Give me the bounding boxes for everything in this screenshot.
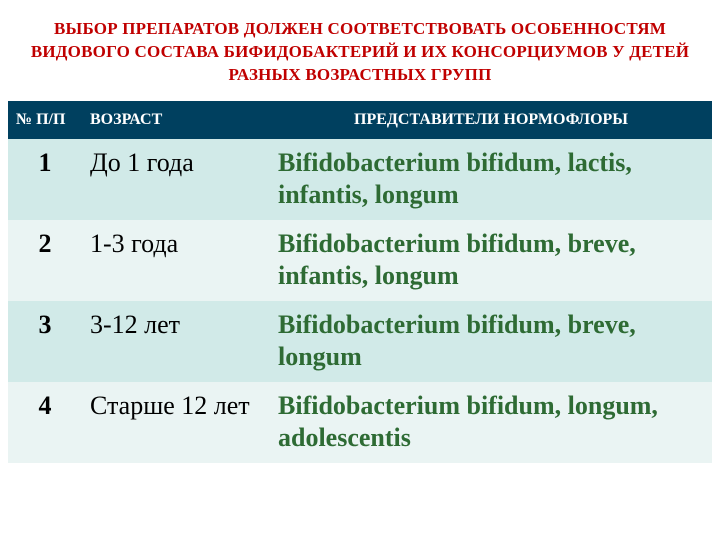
table-row: 1 До 1 года Bifidobacterium bifidum, lac… xyxy=(8,139,712,220)
cell-num: 2 xyxy=(8,220,82,301)
cell-num: 4 xyxy=(8,382,82,463)
slide: ВЫБОР ПРЕПАРАТОВ ДОЛЖЕН СООТВЕТСТВОВАТЬ … xyxy=(0,0,720,540)
cell-age: 1-3 года xyxy=(82,220,270,301)
cell-age: Старше 12 лет xyxy=(82,382,270,463)
th-num: № П/П xyxy=(8,101,82,139)
cell-age: 3-12 лет xyxy=(82,301,270,382)
cell-flora: Bifidobacterium bifidum, lactis, infanti… xyxy=(270,139,712,220)
table-row: 4 Старше 12 лет Bifidobacterium bifidum,… xyxy=(8,382,712,463)
table-header-row: № П/П ВОЗРАСТ ПРЕДСТАВИТЕЛИ НОРМОФЛОРЫ xyxy=(8,101,712,139)
cell-flora: Bifidobacterium bifidum, breve, infantis… xyxy=(270,220,712,301)
th-age: ВОЗРАСТ xyxy=(82,101,270,139)
cell-flora: Bifidobacterium bifidum, breve, longum xyxy=(270,301,712,382)
cell-num: 1 xyxy=(8,139,82,220)
table-row: 3 3-12 лет Bifidobacterium bifidum, brev… xyxy=(8,301,712,382)
slide-title: ВЫБОР ПРЕПАРАТОВ ДОЛЖЕН СООТВЕТСТВОВАТЬ … xyxy=(8,18,712,101)
th-flora: ПРЕДСТАВИТЕЛИ НОРМОФЛОРЫ xyxy=(270,101,712,139)
cell-num: 3 xyxy=(8,301,82,382)
flora-table: № П/П ВОЗРАСТ ПРЕДСТАВИТЕЛИ НОРМОФЛОРЫ 1… xyxy=(8,101,712,463)
table-row: 2 1-3 года Bifidobacterium bifidum, brev… xyxy=(8,220,712,301)
cell-flora: Bifidobacterium bifidum, longum, adolesc… xyxy=(270,382,712,463)
cell-age: До 1 года xyxy=(82,139,270,220)
